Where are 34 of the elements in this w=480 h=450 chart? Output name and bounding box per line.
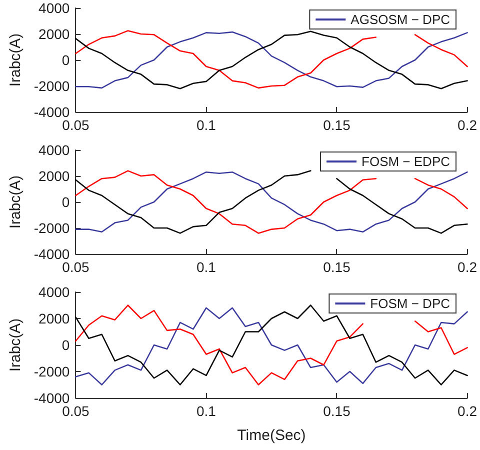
y-axis-title: Irabc(A): [7, 318, 24, 372]
y-tick-label: 4000: [38, 0, 70, 16]
y-tick-label: 0: [62, 337, 70, 353]
legend-label: FOSM − DPC: [370, 296, 450, 311]
x-tick-label: 0.1: [196, 403, 216, 419]
x-tick-label: 0.1: [196, 259, 216, 275]
x-tick-label: 0.1: [196, 117, 216, 133]
y-tick-label: -4000: [34, 390, 70, 406]
x-tick-label: 0.05: [62, 117, 90, 133]
y-tick-label: -2000: [34, 220, 70, 236]
y-axis-title: Irabc(A): [7, 33, 24, 87]
x-tick-label: 0.05: [62, 403, 90, 419]
y-tick-label: 0: [62, 52, 70, 68]
y-tick-label: -4000: [34, 246, 70, 262]
y-tick-label: -2000: [34, 364, 70, 380]
y-axis-title: Irabc(A): [7, 175, 24, 229]
x-tick-label: 0.15: [323, 117, 351, 133]
y-tick-label: 2000: [38, 26, 70, 42]
y-tick-label: 0: [62, 194, 70, 210]
y-tick-label: 4000: [38, 142, 70, 158]
legend-label: AGSOSM − DPC: [350, 12, 450, 27]
x-tick-label: 0.15: [323, 403, 351, 419]
x-tick-label: 0.2: [458, 403, 478, 419]
x-tick-label: 0.15: [323, 259, 351, 275]
y-tick-label: 2000: [38, 168, 70, 184]
x-tick-label: 0.05: [62, 259, 90, 275]
y-tick-label: -2000: [34, 78, 70, 94]
x-axis-title: Time(Sec): [237, 427, 306, 444]
legend-label: FOSM − EDPC: [362, 154, 450, 169]
y-tick-label: 4000: [38, 284, 70, 300]
x-tick-label: 0.2: [458, 259, 478, 275]
y-tick-label: -4000: [34, 104, 70, 120]
x-tick-label: 0.2: [458, 117, 478, 133]
y-tick-label: 2000: [38, 310, 70, 326]
